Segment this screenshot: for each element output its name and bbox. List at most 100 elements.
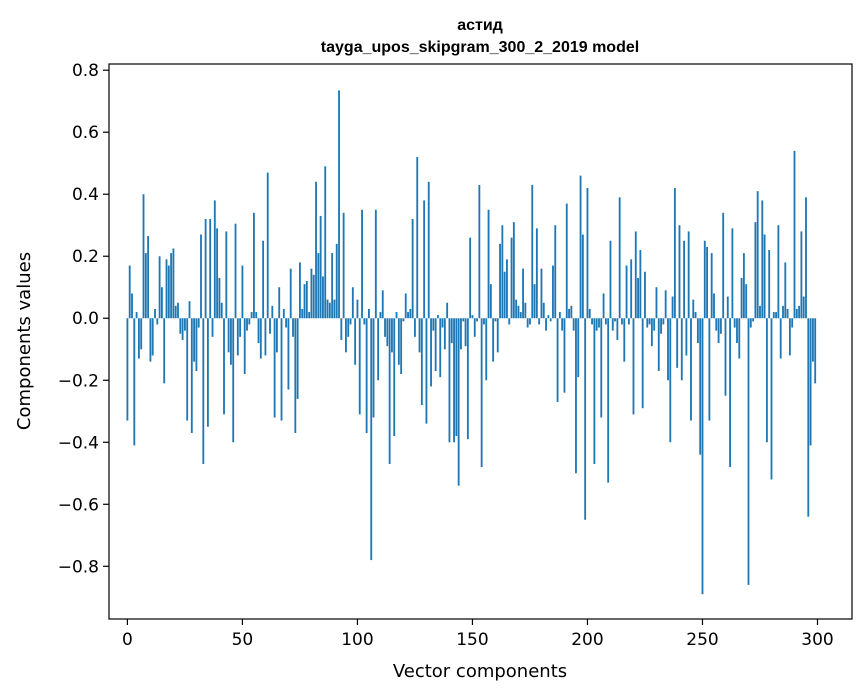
bar-component-103 <box>363 318 366 325</box>
bar-component-178 <box>535 228 538 319</box>
bar-component-82 <box>315 181 317 319</box>
bar-component-8 <box>144 253 147 319</box>
bar-component-193 <box>570 305 573 319</box>
bar-component-136 <box>439 318 442 378</box>
bar-component-210 <box>609 240 612 319</box>
bar-component-263 <box>731 228 734 319</box>
bar-component-271 <box>749 318 752 328</box>
bar-component-10 <box>149 318 152 362</box>
bar-component-143 <box>455 318 458 437</box>
bar-component-108 <box>374 209 377 319</box>
bar-component-226 <box>646 318 649 328</box>
bar-component-231 <box>657 318 660 371</box>
bar-component-64 <box>273 318 276 418</box>
bar-component-152 <box>476 318 478 322</box>
bar-component-195 <box>575 318 577 474</box>
bar-component-75 <box>299 262 301 319</box>
bar-component-241 <box>680 318 683 381</box>
bar-component-275 <box>759 305 761 319</box>
bar-component-232 <box>660 318 662 334</box>
bar-component-250 <box>701 318 704 595</box>
bar-component-149 <box>469 237 472 319</box>
y-tick-label: 0.2 <box>72 247 99 267</box>
bar-component-13 <box>156 318 159 325</box>
bar-component-20 <box>172 248 175 319</box>
bar-component-208 <box>604 318 607 325</box>
bar-component-201 <box>588 308 591 319</box>
bar-component-30 <box>195 318 198 371</box>
bar-component-273 <box>754 222 757 319</box>
bar-component-287 <box>786 308 789 319</box>
bar-component-52 <box>246 318 248 331</box>
bar-component-142 <box>453 318 455 443</box>
bar-component-119 <box>400 318 403 375</box>
bar-component-253 <box>708 318 711 421</box>
bar-component-198 <box>581 234 584 319</box>
bar-component-219 <box>630 259 633 319</box>
bar-component-74 <box>296 318 299 399</box>
bar-component-117 <box>395 312 398 319</box>
bar-component-50 <box>241 265 244 319</box>
bar-component-14 <box>158 256 161 319</box>
bar-component-33 <box>202 318 205 464</box>
bar-component-97 <box>349 318 352 325</box>
bar-component-153 <box>478 184 481 319</box>
bar-component-162 <box>499 243 501 319</box>
bar-component-132 <box>430 318 432 387</box>
bar-component-160 <box>494 318 497 322</box>
bar-component-35 <box>206 318 209 427</box>
bar-component-96 <box>347 318 350 337</box>
bar-component-255 <box>713 293 715 319</box>
bar-component-65 <box>276 318 278 353</box>
bar-component-106 <box>370 318 373 561</box>
bar-component-93 <box>340 318 343 340</box>
bar-component-107 <box>372 318 375 418</box>
bar-component-277 <box>763 234 766 319</box>
bar-component-98 <box>351 287 354 319</box>
bar-component-247 <box>694 312 697 319</box>
bar-component-1 <box>128 265 131 319</box>
bar-component-174 <box>526 318 529 328</box>
bar-component-99 <box>354 318 357 365</box>
bar-component-215 <box>621 318 623 325</box>
bar-component-24 <box>181 318 184 340</box>
bar-component-225 <box>644 271 646 319</box>
bar-component-37 <box>211 318 214 337</box>
bar-component-165 <box>506 259 508 319</box>
bar-component-89 <box>331 253 334 319</box>
bar-component-290 <box>793 150 796 319</box>
bar-component-71 <box>289 268 292 319</box>
bar-component-262 <box>729 318 731 468</box>
bar-component-158 <box>489 284 492 319</box>
bar-component-46 <box>232 318 235 443</box>
y-tick-label: −0.6 <box>58 495 99 515</box>
bar-component-79 <box>308 312 311 319</box>
bar-component-100 <box>356 299 359 319</box>
bar-component-115 <box>391 318 393 353</box>
bar-component-84 <box>319 215 322 319</box>
bar-component-80 <box>310 268 313 319</box>
bar-component-235 <box>667 318 669 381</box>
bar-component-25 <box>183 318 186 331</box>
bar-component-222 <box>637 277 639 319</box>
bar-component-129 <box>423 200 426 319</box>
bar-component-251 <box>703 240 706 319</box>
bar-component-265 <box>736 318 738 344</box>
bar-component-245 <box>690 318 692 421</box>
bar-component-267 <box>740 277 743 319</box>
bar-component-66 <box>278 287 281 319</box>
bar-component-16 <box>163 318 166 384</box>
x-tick-label: 300 <box>801 630 833 650</box>
bar-component-269 <box>745 284 748 319</box>
bar-component-264 <box>733 318 736 328</box>
bar-component-298 <box>811 318 814 362</box>
bar-component-118 <box>397 318 400 365</box>
bar-component-220 <box>632 318 635 415</box>
bar-component-281 <box>772 312 775 319</box>
y-axis-label: Components values <box>14 252 35 430</box>
bar-component-203 <box>593 318 596 464</box>
bar-component-53 <box>248 318 251 325</box>
bar-component-279 <box>768 250 771 319</box>
bar-component-3 <box>133 318 136 446</box>
bar-component-43 <box>225 231 228 319</box>
